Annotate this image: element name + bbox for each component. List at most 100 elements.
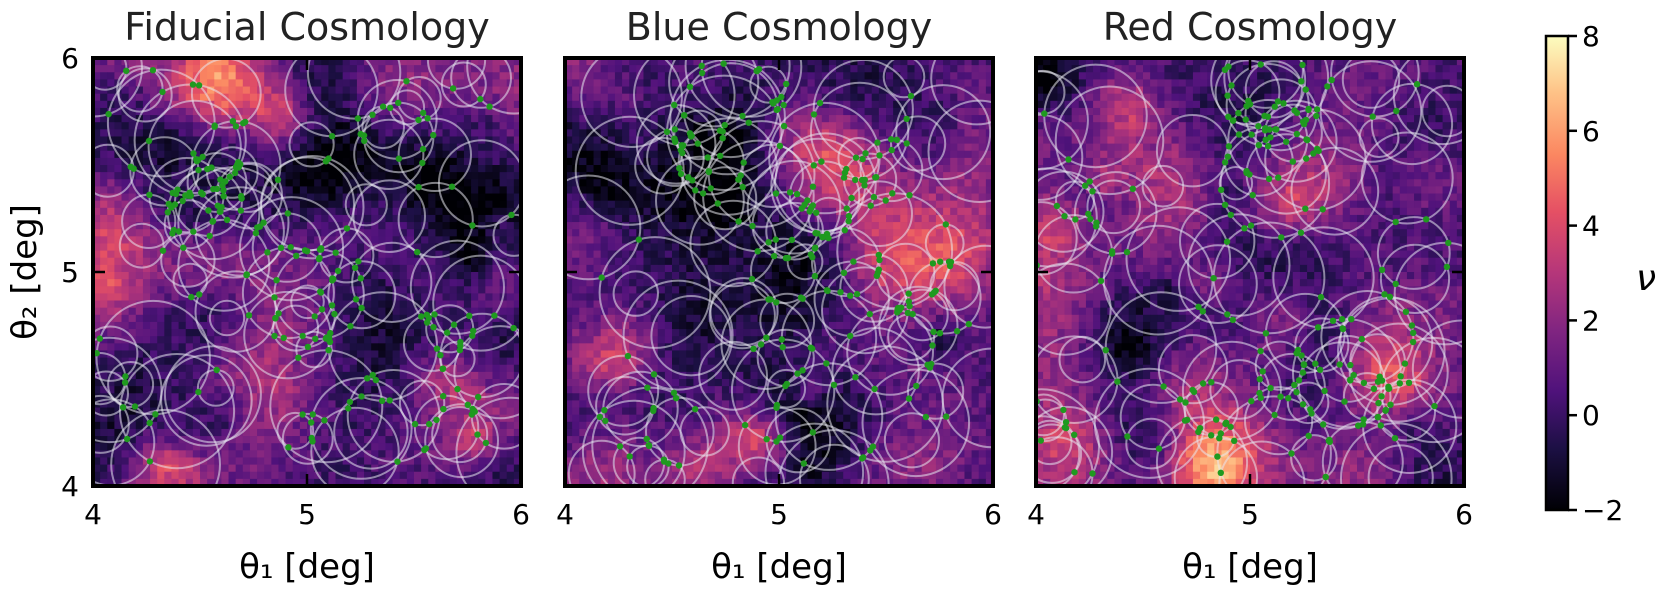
heatmap-cell — [292, 471, 301, 480]
heatmap-cell — [185, 393, 194, 401]
heatmap-cell — [264, 457, 272, 465]
heatmap-cell — [414, 357, 422, 366]
heatmap-cell — [478, 207, 486, 216]
heatmap-cell — [321, 450, 329, 458]
heatmap-cell — [307, 457, 315, 465]
heatmap-cell — [786, 72, 794, 80]
heatmap-cell — [342, 357, 351, 366]
heatmap-cell — [485, 65, 493, 73]
heatmap-cell — [114, 264, 122, 273]
heatmap-cell — [114, 364, 122, 373]
heatmap-cell — [228, 157, 237, 166]
heatmap-cell — [192, 186, 201, 194]
heatmap-cell — [314, 357, 322, 366]
heatmap-cell — [335, 428, 344, 437]
overlay-circle — [351, 241, 433, 323]
intersection-point — [231, 169, 239, 177]
heatmap-cell — [100, 314, 108, 323]
heatmap-cell — [100, 371, 108, 380]
heatmap-cell — [449, 350, 458, 358]
heatmap-cell — [307, 214, 315, 223]
heatmap-cell — [364, 357, 372, 366]
heatmap-cell — [700, 58, 709, 66]
heatmap-cell — [249, 321, 258, 330]
heatmap-cell — [271, 129, 279, 137]
heatmap-cell — [121, 93, 130, 102]
heatmap-cell — [242, 336, 251, 344]
heatmap-cell — [607, 129, 616, 137]
heatmap-cell — [513, 193, 521, 202]
heatmap-cell — [878, 72, 887, 80]
heatmap-cell — [221, 72, 229, 80]
heatmap-cell — [421, 279, 429, 287]
heatmap-cell — [214, 457, 222, 465]
heatmap-cell — [349, 136, 358, 144]
heatmap-cell — [235, 222, 244, 230]
heatmap-cell — [957, 157, 965, 166]
heatmap-cell — [399, 428, 408, 437]
heatmap-cell — [565, 107, 573, 116]
heatmap-cell — [392, 58, 401, 66]
overlay-circle — [397, 181, 474, 259]
intersection-point — [217, 208, 224, 215]
intersection-point — [328, 133, 336, 140]
heatmap-cell — [435, 428, 443, 437]
heatmap-cell — [321, 393, 329, 401]
heatmap-cell — [100, 186, 108, 194]
heatmap-cell — [821, 65, 830, 73]
heatmap-cell — [292, 58, 301, 66]
heatmap-cell — [349, 407, 358, 416]
heatmap-cell — [650, 72, 659, 80]
heatmap-cell — [985, 150, 993, 159]
heatmap-cell — [150, 222, 158, 230]
intersection-point — [304, 343, 312, 351]
heatmap-cell — [428, 236, 436, 244]
heatmap-cell — [321, 115, 329, 123]
heatmap-cell — [513, 379, 521, 387]
heatmap-cell — [135, 272, 144, 280]
heatmap-cell — [914, 172, 923, 180]
heatmap-cell — [928, 165, 937, 173]
heatmap-cell — [264, 371, 272, 380]
heatmap-cell — [471, 443, 479, 451]
heatmap-cell — [335, 257, 344, 266]
heatmap-cell — [307, 79, 315, 87]
heatmap-cell — [435, 400, 443, 408]
intersection-point — [187, 192, 194, 199]
heatmap-cell — [164, 428, 172, 437]
heatmap-cell — [593, 157, 602, 166]
heatmap-cell — [342, 300, 351, 309]
heatmap-cell — [164, 150, 172, 159]
heatmap-cell — [364, 286, 372, 294]
heatmap-cell — [456, 436, 465, 444]
heatmap-cell — [292, 236, 301, 244]
heatmap-cell — [371, 214, 379, 223]
heatmap-cell — [364, 471, 372, 480]
heatmap-cell — [764, 129, 773, 137]
heatmap-cell — [157, 107, 165, 116]
intersection-point — [450, 321, 458, 328]
heatmap-cell — [114, 136, 122, 144]
heatmap-cell — [349, 157, 358, 166]
heatmap-cell — [93, 172, 101, 180]
heatmap-cell — [385, 157, 393, 166]
heatmap-cell — [485, 157, 493, 166]
heatmap-cell — [893, 72, 901, 80]
heatmap-cell — [435, 207, 443, 216]
intersection-point — [469, 332, 476, 339]
heatmap-cell — [307, 257, 315, 266]
heatmap-cell — [157, 272, 165, 280]
heatmap-cell — [428, 300, 436, 309]
heatmap-cell — [478, 300, 486, 309]
intersection-point — [293, 252, 300, 259]
heatmap-cell — [492, 357, 500, 366]
heatmap-cell — [378, 229, 386, 237]
heatmap-cell — [314, 79, 322, 87]
heatmap-cell — [221, 478, 229, 486]
heatmap-cell — [492, 250, 500, 259]
heatmap-cell — [142, 264, 151, 273]
heatmap-cell — [843, 107, 851, 116]
heatmap-cell — [935, 136, 944, 144]
heatmap-cell — [921, 107, 930, 116]
heatmap-cell — [249, 371, 258, 380]
